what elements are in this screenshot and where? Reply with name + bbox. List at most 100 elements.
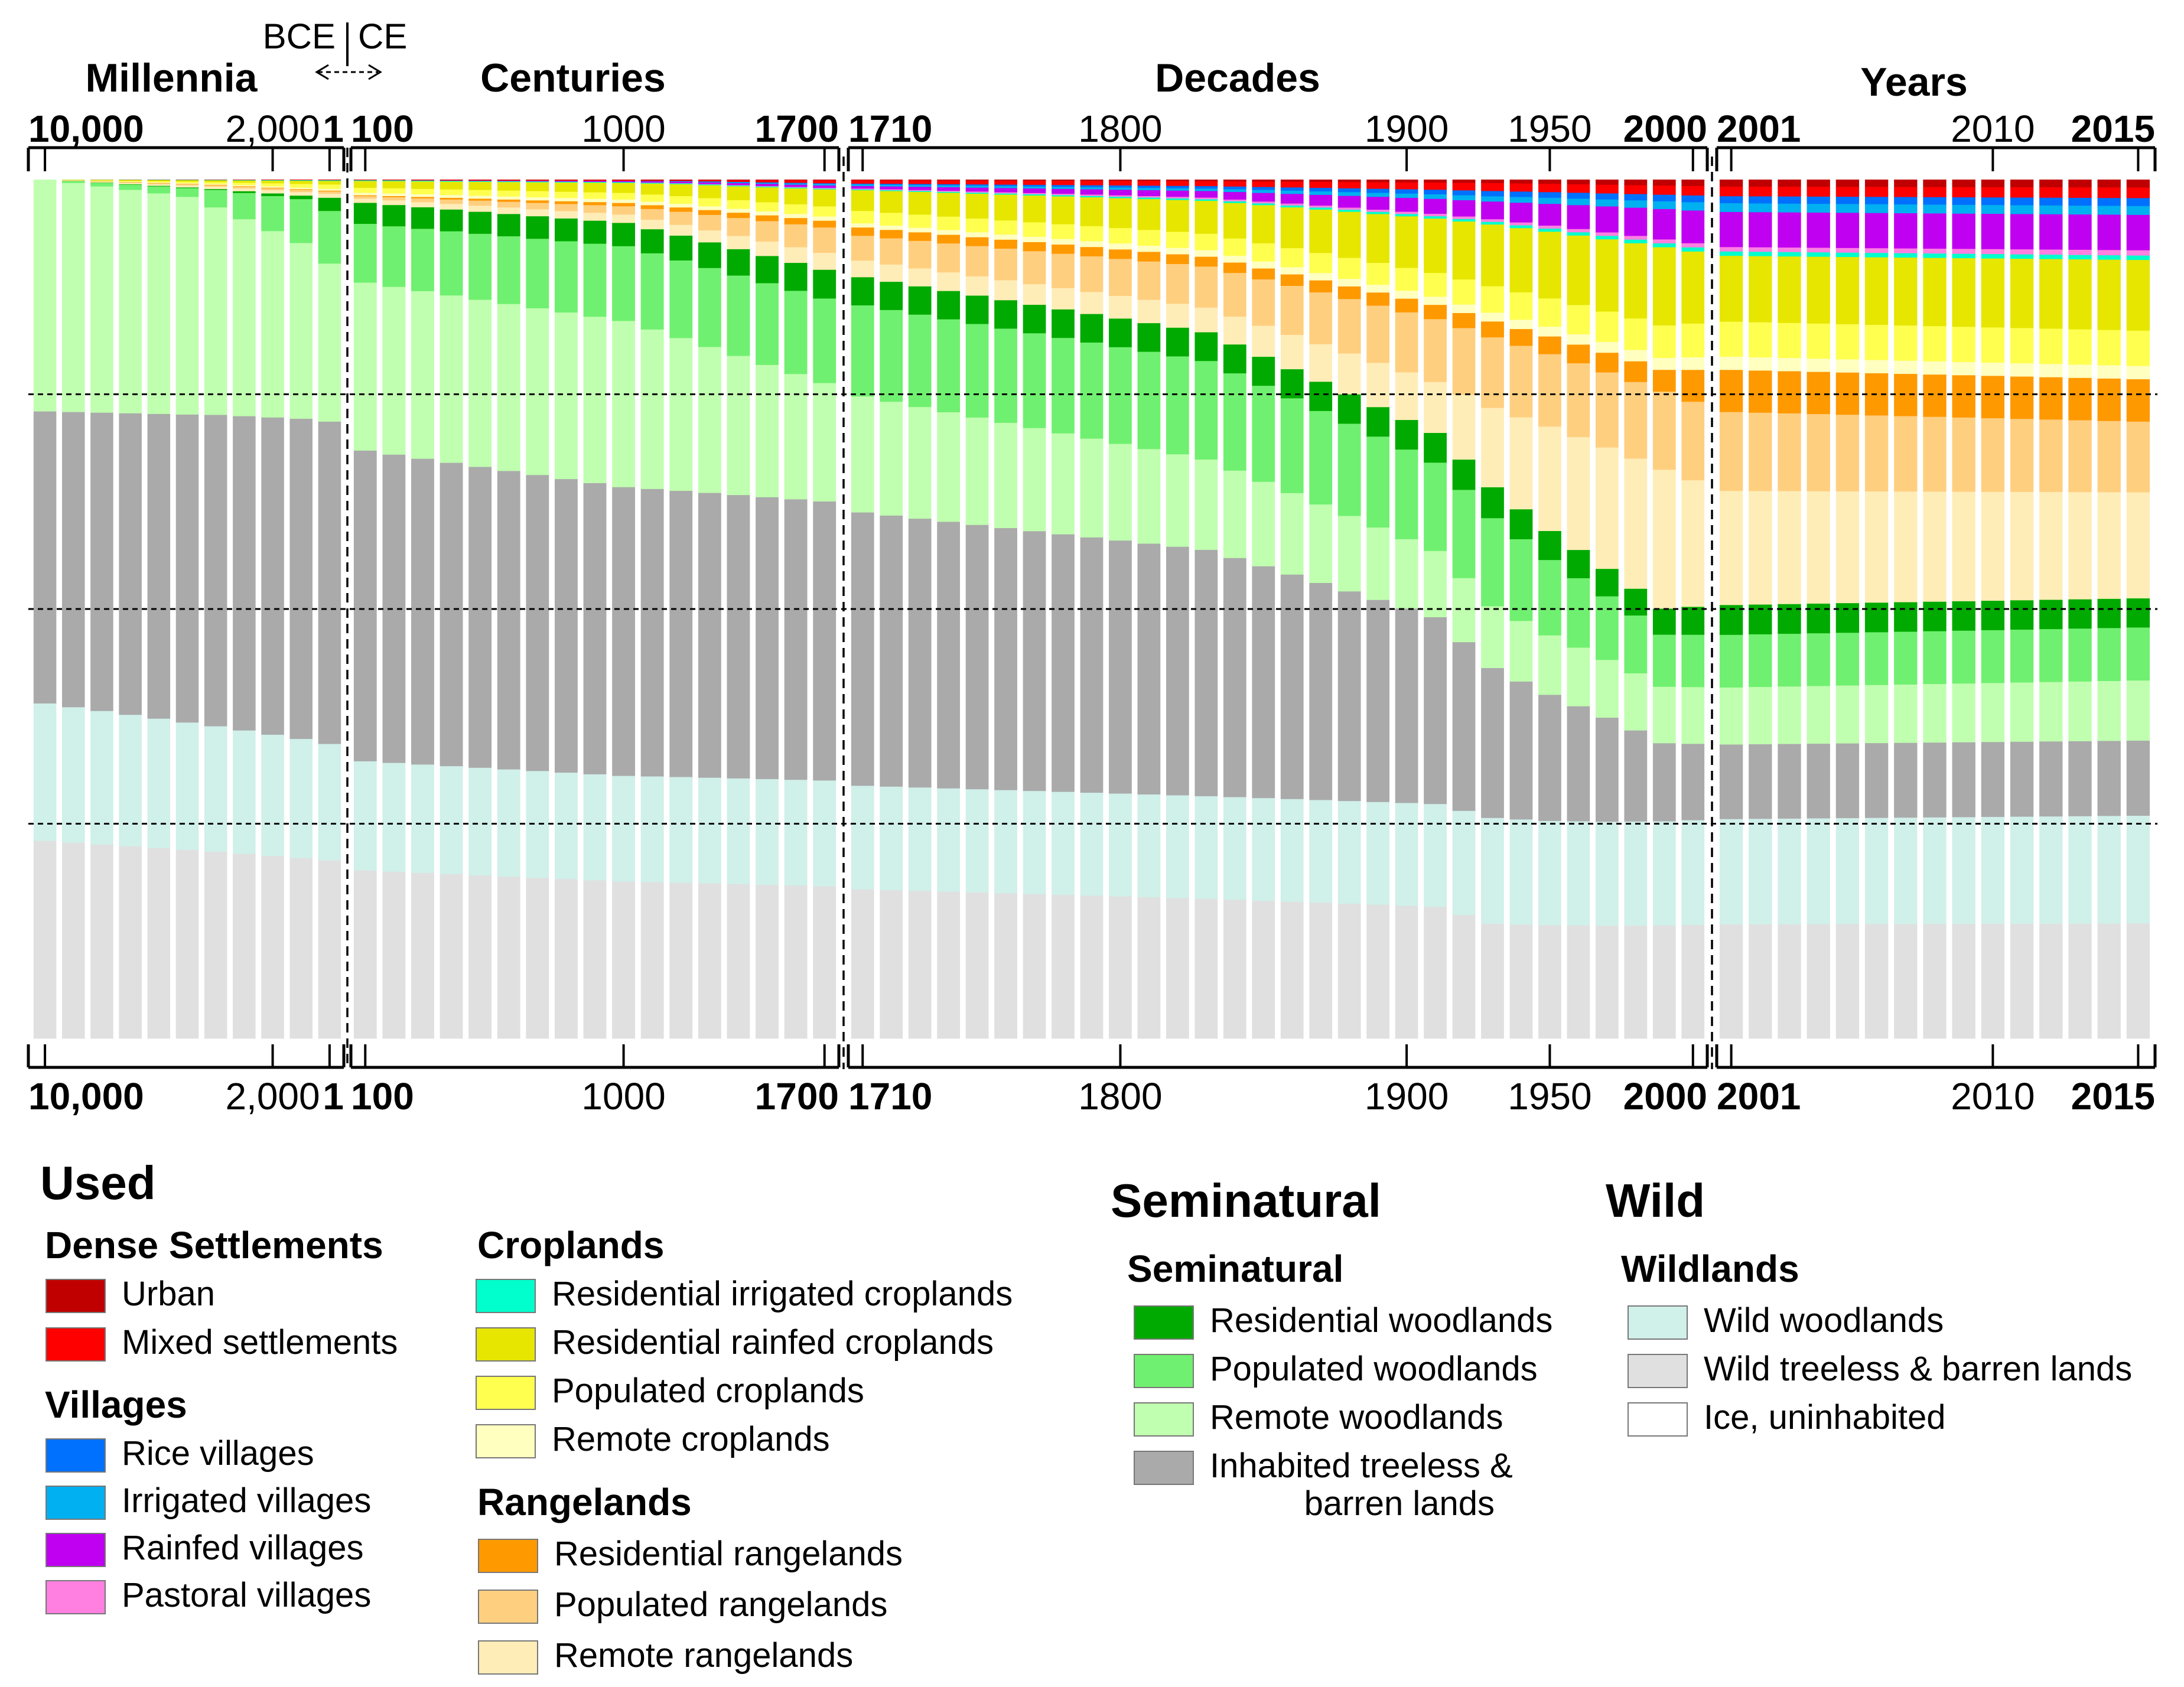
bar-segment-pastoral-1970 (1595, 232, 1619, 236)
tick-label-bottom-10,000: 10,000 (28, 1075, 144, 1118)
bar-segment-remote_range-1000 (612, 214, 636, 223)
bar-segment-rainfed_villages-2012 (2039, 214, 2063, 250)
bar-segment-irrigated_villages-1940 (1509, 197, 1533, 203)
bar-segment-remote_range-2015 (2126, 492, 2150, 599)
bar-segment-pop_wood-1950 (1538, 560, 1561, 636)
bar-segment-pop_wood-800 (554, 241, 578, 313)
bar-segment-rainfed_villages-2010 (1981, 214, 2005, 250)
bar-segment-pop_crop-2014 (2097, 330, 2121, 366)
bar-segment-mixed-2002 (1749, 186, 1772, 197)
legend-swatch-dense-1 (45, 1327, 106, 1362)
bar-segment-res_range-2001 (1719, 370, 1743, 412)
bar-segment-irrigated_villages-2001 (1719, 203, 1743, 213)
bar-segment-pop_range-2015 (2126, 421, 2150, 493)
bar-segment-urban-1940 (1509, 180, 1533, 184)
bar-segment-inhabited_treeless-1990 (1652, 743, 1676, 822)
bar-segment-pop_range-1960 (1567, 363, 1590, 438)
bar-segment-wild_treeless-1990 (1652, 925, 1676, 1039)
bar-segment-remote_wood-1820 (1166, 454, 1189, 548)
bar-segment-pop_crop-900 (583, 192, 607, 199)
bar-segment-wild_treeless-1600 (784, 885, 808, 1039)
bar-segment-inhabited_treeless-9,000 (62, 412, 85, 708)
bar-segment-wild_treeless-1960 (1567, 925, 1590, 1039)
bar-segment-mixed-2013 (2068, 187, 2092, 198)
bar-segment-res_irrigated_crop-300 (411, 180, 434, 182)
bar-segment-remote_range-1800 (1109, 296, 1132, 319)
bar-segment-mixed-500 (468, 180, 492, 181)
bar-segment-pastoral-1880 (1337, 207, 1361, 210)
bar-segment-res_wood-1100 (640, 229, 664, 254)
bar-segment-urban-1930 (1481, 180, 1504, 184)
bar-segment-res_rainfed_crop-1,000 (289, 181, 313, 184)
bar-segment-pastoral-2011 (2010, 249, 2034, 255)
bar-segment-res_irrigated_crop-1880 (1337, 210, 1361, 213)
bar-segment-rice-2003 (1778, 196, 1801, 204)
bar-segment-inhabited_treeless-1000 (612, 487, 636, 776)
bar-segment-inhabited_treeless-300 (411, 458, 434, 765)
bar-segment-pop_wood-2013 (2068, 628, 2092, 682)
bar-segment-remote_wood-1850 (1252, 481, 1275, 567)
legend-label-croplands-2: Populated croplands (552, 1372, 864, 1410)
bar-segment-pop_crop-1000 (612, 193, 636, 200)
bar-segment-res_rainfed_crop-1740 (937, 193, 961, 217)
bar-segment-pop_wood-2004 (1807, 633, 1830, 686)
bar-segment-irrigated_villages-1790 (1080, 187, 1104, 190)
bar-segment-mixed-1950 (1538, 184, 1561, 193)
bar-segment-pastoral-1790 (1080, 194, 1104, 197)
bar-segment-res_range-2011 (2010, 376, 2034, 419)
bar-segment-pop_wood-1810 (1137, 351, 1161, 450)
bar-segment-pop_range-200 (382, 197, 406, 201)
bar-segment-res_wood-2006 (1864, 602, 1889, 633)
bar-segment-pastoral-1740 (937, 191, 961, 193)
bar-segment-rainfed_villages-1860 (1280, 194, 1304, 204)
bar-segment-rice-1710 (851, 183, 874, 185)
bar-segment-wild_treeless-9,000 (62, 842, 85, 1039)
bar-segment-pop_range-1940 (1509, 346, 1533, 418)
bar-segment-rainfed_villages-1890 (1366, 197, 1390, 210)
bar-segment-wild_treeless-1770 (1023, 894, 1046, 1039)
era-arrow-right-icon (368, 64, 382, 80)
bar-segment-urban-2012 (2039, 180, 2063, 188)
bar-segment-remote_range-1300 (698, 230, 721, 243)
bar-segment-inhabited_treeless-1880 (1337, 591, 1361, 802)
bar-segment-pop_crop-1740 (937, 216, 961, 230)
bar-segment-mixed-2001 (1719, 186, 1743, 197)
bar-segment-res_rainfed_crop-1300 (698, 185, 721, 198)
bar-segment-remote_wood-1740 (937, 412, 961, 522)
bar-segment-inhabited_treeless-1900 (1395, 608, 1418, 803)
section-title-decades: Decades (1155, 56, 1320, 100)
bar-segment-rice-1860 (1280, 187, 1304, 191)
tick-label-bottom-2001: 2001 (1717, 1075, 1801, 1118)
bar-segment-pop_crop-500 (468, 190, 492, 196)
bar-segment-rainfed_villages-1770 (1023, 188, 1046, 194)
bar-segment-irrigated_villages-2004 (1807, 204, 1830, 213)
bar-segment-irrigated_villages-1910 (1424, 194, 1447, 200)
bar-segment-pop_range-1920 (1452, 328, 1476, 395)
bar-segment-remote_crop-1820 (1166, 247, 1189, 255)
tick-label-top-1800: 1800 (1078, 108, 1162, 150)
bar-segment-res_wood-200 (382, 205, 406, 227)
bar-segment-pop_wood-1920 (1452, 490, 1476, 579)
bar-segment-remote_range-1780 (1052, 288, 1075, 310)
bar-segment-urban-1800 (1109, 180, 1132, 181)
bar-segment-res_range-1780 (1052, 245, 1075, 255)
bar-segment-res_rainfed_crop-1830 (1194, 201, 1218, 235)
bar-segment-rice-2012 (2039, 197, 2063, 206)
bar-segment-res_irrigated_crop-2011 (2010, 254, 2034, 259)
bar-segment-pop_wood-2000 (1681, 634, 1705, 688)
bar-segment-res_wood-800 (554, 218, 578, 242)
bar-segment-mixed-1870 (1309, 181, 1333, 188)
legend-swatch-rangelands-2 (478, 1640, 538, 1675)
bar-segment-wild_treeless-1750 (965, 892, 989, 1039)
bar-segment-remote_crop-100 (353, 193, 377, 196)
bar-segment-res_range-2015 (2126, 379, 2150, 422)
bar-segment-remote_range-2014 (2097, 492, 2121, 600)
bar-segment-res_range-200 (382, 196, 406, 198)
bar-segment-rainfed_villages-2008 (1923, 213, 1947, 249)
bar-segment-res_wood-100 (353, 203, 377, 224)
bar-segment-mixed-1960 (1567, 184, 1590, 193)
bar-segment-pop_wood-1830 (1194, 361, 1218, 460)
bar-segment-res_wood-1960 (1567, 550, 1590, 579)
bar-segment-res_wood-1760 (994, 300, 1017, 329)
